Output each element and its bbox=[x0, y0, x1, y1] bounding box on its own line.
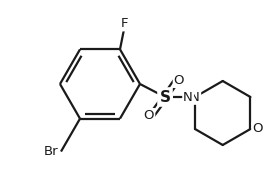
Text: N: N bbox=[183, 90, 193, 104]
Text: S: S bbox=[160, 89, 171, 105]
Text: O: O bbox=[252, 122, 263, 136]
Text: O: O bbox=[144, 109, 154, 122]
Text: Br: Br bbox=[43, 145, 58, 158]
Text: N: N bbox=[190, 90, 200, 104]
Text: F: F bbox=[121, 17, 129, 30]
Text: O: O bbox=[174, 74, 184, 87]
